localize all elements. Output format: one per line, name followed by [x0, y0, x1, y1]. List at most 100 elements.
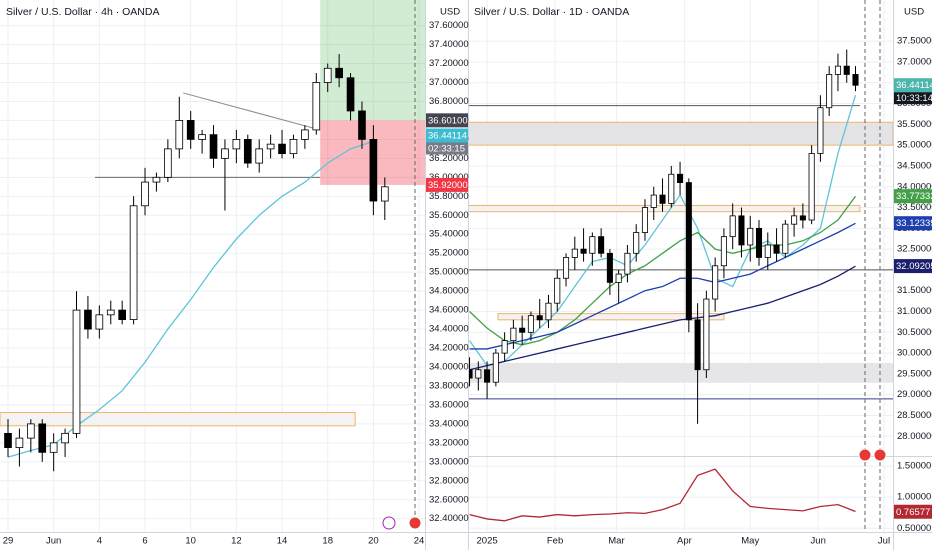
- candle-body: [659, 194, 666, 204]
- candle-body: [677, 173, 684, 183]
- x-tick-label: May: [741, 536, 759, 547]
- candle-body: [729, 215, 736, 238]
- candle-body: [764, 244, 771, 258]
- candle-body: [164, 148, 172, 178]
- candle-body: [492, 352, 499, 383]
- candle-body: [510, 327, 517, 342]
- y-tick-label: 37.50000: [897, 36, 932, 47]
- zone: [468, 204, 861, 213]
- candle-body: [95, 314, 104, 330]
- indicator-line: [469, 95, 857, 367]
- candle-body: [545, 302, 552, 321]
- y-tick-label: 34.00000: [897, 181, 932, 192]
- candle-body: [799, 215, 806, 221]
- candle-body: [186, 120, 195, 140]
- y-tick-label: 35.40000: [429, 229, 469, 240]
- x-tick-label: 2025: [477, 536, 498, 547]
- y-tick-label: 35.60000: [429, 210, 469, 221]
- indicator-pane: [469, 468, 856, 522]
- price-label-box: [426, 113, 468, 128]
- candle-body: [323, 67, 332, 83]
- candle-body: [808, 153, 815, 221]
- candle-body: [501, 340, 508, 354]
- candle-body: [826, 74, 833, 109]
- zone: [468, 363, 893, 383]
- candle-body: [598, 236, 605, 254]
- chart-title: Silver / U.S. Dollar · 4h · OANDA: [6, 6, 159, 18]
- candle-body: [255, 148, 264, 164]
- candle-body: [817, 107, 824, 154]
- y-tick-label: 35.00000: [897, 140, 932, 151]
- x-tick-label: 12: [231, 536, 242, 547]
- candle-body: [4, 432, 12, 449]
- candle-body: [380, 186, 389, 202]
- candle-body: [84, 309, 92, 330]
- candle-body: [589, 236, 596, 254]
- y-tick-label: 30.00000: [897, 348, 932, 359]
- candle-body: [782, 223, 789, 254]
- candle-body: [685, 182, 692, 321]
- y-tick-label: 28.50000: [897, 410, 932, 421]
- indicator-line: [469, 195, 857, 346]
- x-tick-label: Mar: [608, 536, 624, 547]
- candle-body: [519, 327, 526, 333]
- candle-body: [694, 319, 701, 371]
- candle-body: [755, 227, 763, 258]
- candle-body: [221, 148, 229, 159]
- y-tick-label: 31.00000: [897, 306, 932, 317]
- plot-area: [468, 49, 893, 424]
- candle-body: [243, 139, 252, 164]
- x-tick-label: Jul: [878, 536, 890, 547]
- candle-body: [278, 143, 286, 155]
- flag-icon[interactable]: [873, 448, 887, 462]
- y-tick-label: 32.80000: [429, 475, 469, 486]
- price-label-box: [894, 504, 932, 519]
- flag-icon[interactable]: [858, 448, 872, 462]
- candle-body: [266, 143, 275, 150]
- candle-body: [232, 139, 241, 150]
- candle-body: [843, 65, 850, 75]
- grid-layer: [0, 0, 425, 532]
- y-tick-label: 33.20000: [429, 437, 469, 448]
- indicator-line: [7, 140, 374, 458]
- candle-body: [475, 369, 482, 379]
- price-label-box: [426, 128, 468, 143]
- candle-body: [72, 309, 81, 434]
- y-tick-label: 36.00000: [429, 172, 469, 183]
- countdown-box: [894, 92, 932, 105]
- candle-body: [536, 315, 543, 321]
- y-tick-label: 29.00000: [897, 389, 932, 400]
- countdown-box: [426, 142, 468, 155]
- flag-icon[interactable]: [408, 516, 422, 530]
- candle-body: [606, 252, 613, 283]
- candle-body: [738, 215, 745, 246]
- y-tick-label: 29.50000: [897, 368, 932, 379]
- candle-body: [175, 120, 184, 150]
- price-label: 33.12339: [896, 218, 932, 229]
- candle-body: [289, 139, 298, 155]
- y-tick-label: 37.00000: [429, 77, 469, 88]
- currency-label: USD: [440, 7, 460, 18]
- candle-body: [118, 309, 127, 320]
- y2-tick-label: 1.00000: [897, 492, 931, 503]
- price-label: 32.09205: [896, 261, 932, 272]
- y-tick-label: 35.20000: [429, 248, 469, 259]
- event-icon[interactable]: [382, 516, 396, 530]
- plot-area: [0, 0, 425, 472]
- candle-body: [712, 265, 719, 300]
- x-tick-label: 4: [97, 536, 102, 547]
- y-tick-label: 34.50000: [897, 160, 932, 171]
- candle-body: [580, 248, 587, 254]
- y-tick-label: 35.00000: [429, 267, 469, 278]
- candle-body: [554, 277, 561, 304]
- y2-tick-label: 0.50000: [897, 523, 931, 534]
- y-tick-label: 37.40000: [429, 39, 469, 50]
- zone: [0, 412, 356, 427]
- candle-body: [650, 194, 657, 208]
- candle-body: [633, 232, 640, 254]
- candle-body: [209, 134, 218, 159]
- candle-body: [571, 248, 578, 258]
- x-tick-label: 6: [142, 536, 147, 547]
- price-axis: 29 Jun 4 6 10 12 14 18 20 24 32.40000 32.60000 32.80…: [3, 20, 469, 546]
